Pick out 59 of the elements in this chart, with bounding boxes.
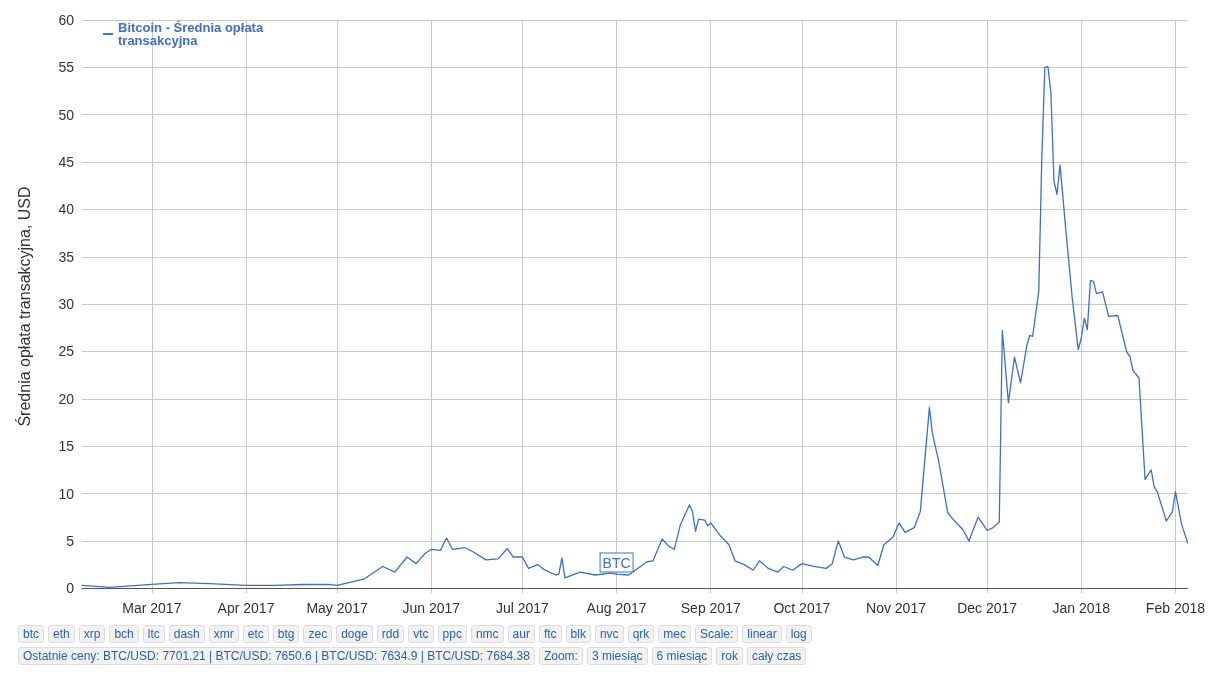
annotation: BTC <box>602 554 631 571</box>
line-series <box>81 65 1189 588</box>
text: xrp <box>78 625 106 643</box>
x-tick-label: Apr 2017 <box>217 600 275 616</box>
text: rdd <box>376 625 405 643</box>
text: Zoom: <box>538 647 583 665</box>
x-tick-label: Dec 2017 <box>957 600 1018 616</box>
x-tick-label: Sep 2017 <box>680 600 741 616</box>
x-tick-label: Aug 2017 <box>586 600 647 616</box>
y-tick-label: 15 <box>58 438 75 455</box>
text: ppc <box>437 625 467 643</box>
text: blk <box>565 625 591 643</box>
text: btg <box>272 625 300 643</box>
y-axis-title: Średnia opłata transakcyjna, USD <box>14 186 33 427</box>
y-tick-label: 30 <box>58 296 75 313</box>
text: vtc <box>408 625 434 643</box>
text: ftc <box>538 625 562 643</box>
text: aur <box>507 625 535 643</box>
x-tick-label: Feb 2018 <box>1145 600 1206 616</box>
text: 6 miesiąc <box>651 647 713 665</box>
text: btc <box>18 625 45 643</box>
x-tick-label: Nov 2017 <box>866 600 927 616</box>
text: mec <box>658 625 691 643</box>
text: bch <box>109 625 139 643</box>
legend-label: Bitcoin - Średnia opłata transakcyjna <box>118 20 267 48</box>
x-tick-label: Mar 2017 <box>122 600 182 616</box>
text: eth <box>48 625 75 643</box>
y-tick-label: 35 <box>58 248 75 265</box>
text: xmr <box>208 625 239 643</box>
text: rok <box>716 647 743 665</box>
text: nvc <box>594 625 624 643</box>
y-tick-label: 45 <box>58 154 75 171</box>
y-tick-label: 40 <box>58 201 75 218</box>
x-tick-label: May 2017 <box>306 600 369 616</box>
text: qrk <box>627 625 655 643</box>
y-tick-label: 60 <box>58 12 75 28</box>
text: etc <box>242 625 269 643</box>
text: dash <box>168 625 205 643</box>
y-tick-label: 20 <box>58 390 75 407</box>
x-tick-label: Jul 2017 <box>495 600 550 616</box>
text: 3 miesiąc <box>586 647 648 665</box>
text: linear <box>742 625 782 643</box>
y-tick-label: 25 <box>58 343 75 360</box>
y-tick-label: 50 <box>58 106 75 123</box>
x-tick-label: Jan 2018 <box>1052 600 1111 616</box>
text: doge <box>336 625 373 643</box>
text: nmc <box>470 625 504 643</box>
text: ltc <box>142 625 165 643</box>
text: zec <box>303 625 333 643</box>
y-tick-label: 0 <box>66 580 75 597</box>
text: cały czas <box>746 647 807 665</box>
y-tick-label: 55 <box>58 59 75 76</box>
text: log <box>785 625 812 643</box>
y-tick-label: 10 <box>58 485 75 502</box>
text: Ostatnie ceny: BTC/USD: 7701.21 | BTC/USD: 7650.6 | BTC/USD: 7634.9 | BTC/USD: 7684.38 <box>18 647 535 665</box>
x-tick-label: Jun 2017 <box>402 600 461 616</box>
text: Scale: <box>694 625 739 643</box>
x-tick-label: Oct 2017 <box>773 600 831 616</box>
y-tick-label: 5 <box>66 532 75 549</box>
